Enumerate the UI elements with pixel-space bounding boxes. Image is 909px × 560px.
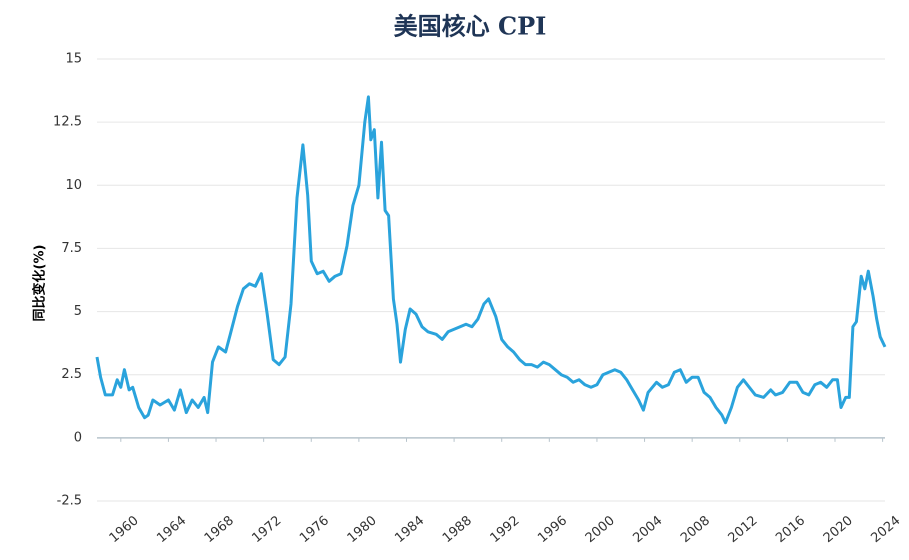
y-axis-label: 同比变化(%) — [32, 245, 48, 322]
x-tick-label: 1988 — [440, 513, 475, 546]
y-tick-label: 15 — [65, 52, 82, 67]
y-tick-label: -2.5 — [57, 494, 82, 509]
chart-title: 美国核心 CPI — [394, 12, 547, 41]
y-tick-label: 10 — [65, 178, 82, 193]
x-tick-label: 2016 — [773, 513, 808, 546]
x-tick-label: 1972 — [249, 513, 284, 546]
x-tick-label: 2004 — [630, 513, 665, 546]
x-tick-label: 2024 — [868, 513, 903, 546]
y-tick-label: 12.5 — [53, 115, 82, 130]
x-tick-label: 2012 — [726, 513, 761, 546]
y-tick-label: 5 — [74, 304, 82, 319]
x-tick-label: 1964 — [154, 513, 189, 546]
x-tick-label: 2000 — [583, 513, 618, 546]
y-tick-label: 0 — [74, 430, 82, 445]
x-tick-label: 1960 — [107, 513, 142, 546]
y-tick-label: 2.5 — [61, 367, 82, 382]
x-tick-label: 1996 — [535, 513, 570, 546]
x-tick-label: 1976 — [297, 513, 332, 546]
data-line — [95, 95, 887, 425]
y-tick-label: 7.5 — [61, 241, 82, 256]
x-tick-label: 1968 — [202, 513, 237, 546]
x-tick-label: 2008 — [678, 513, 713, 546]
x-tick-label: 1992 — [488, 513, 523, 546]
x-tick-label: 1980 — [345, 513, 380, 546]
x-tick-label: 1984 — [392, 513, 427, 546]
x-tick-label: 2020 — [821, 513, 856, 546]
